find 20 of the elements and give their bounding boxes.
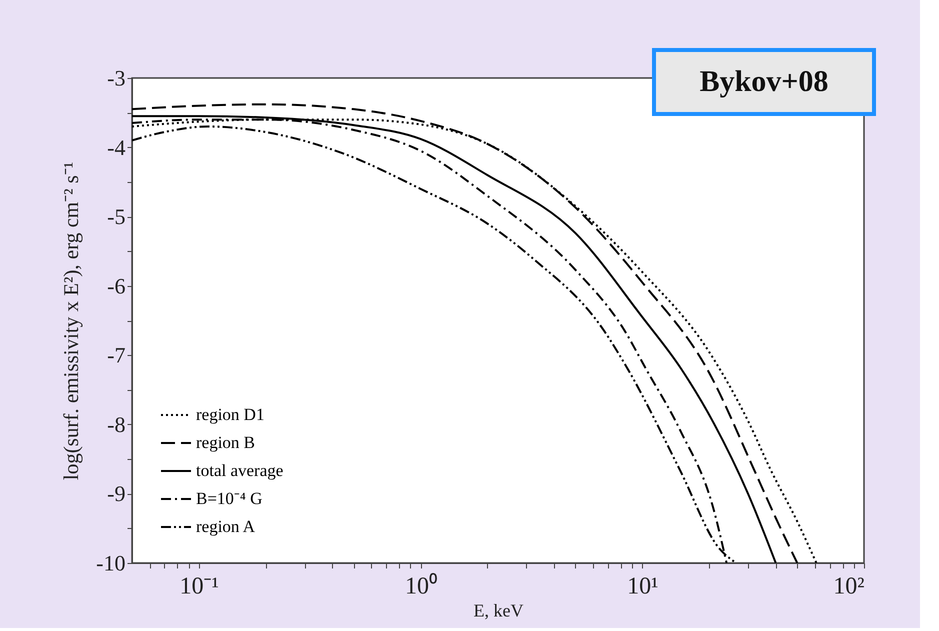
y-tick-label: -7 (107, 342, 126, 368)
legend-label: total average (196, 461, 284, 480)
y-tick-label: -5 (107, 204, 126, 230)
legend-label: region D1 (196, 405, 264, 424)
annotation: Bykov+08 (700, 65, 828, 98)
x-tick-label: 10² (833, 574, 864, 600)
y-tick-label: -3 (107, 66, 126, 90)
x-tick-label: 10¹ (627, 574, 658, 600)
legend-label: region A (196, 517, 256, 536)
y-tick-label: -8 (107, 412, 126, 437)
legend-label: B=10⁻⁴ G (196, 489, 262, 508)
y-tick-label: -4 (107, 134, 126, 160)
y-tick-label: -9 (107, 481, 126, 506)
legend-label: region B (196, 433, 256, 452)
x-tick-label: 10⁻¹ (180, 574, 219, 600)
y-tick-label: -10 (96, 550, 126, 576)
x-tick-label: 10⁰ (405, 572, 437, 600)
x-axis-title: E, keV (474, 600, 524, 620)
y-tick-label: -6 (107, 273, 126, 298)
y-axis-title: log(surf. emissivity x E²), erg cm⁻² s⁻¹ (59, 162, 84, 480)
